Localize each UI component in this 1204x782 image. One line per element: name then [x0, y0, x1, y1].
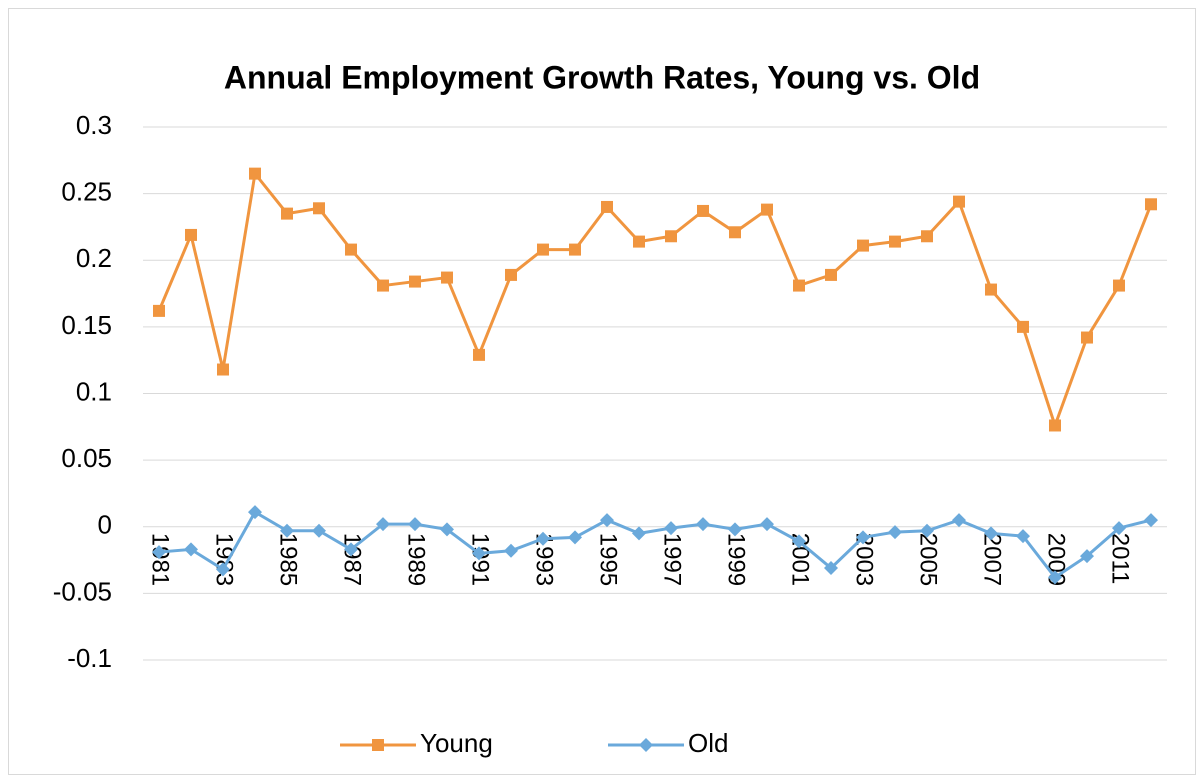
y-tick-label: 0.2 [76, 243, 112, 273]
point-marker [408, 517, 422, 532]
point-marker [1049, 419, 1061, 432]
x-tick-label: 1985 [275, 533, 302, 586]
point-marker [536, 531, 550, 546]
point-marker [377, 279, 389, 292]
point-marker [217, 363, 229, 376]
point-marker [185, 228, 197, 241]
point-marker [1112, 521, 1126, 536]
point-marker [792, 534, 806, 549]
point-marker [824, 561, 838, 576]
point-marker [249, 167, 261, 180]
point-marker [280, 523, 294, 538]
y-tick-label: 0 [98, 510, 112, 540]
point-marker [760, 517, 774, 532]
x-tick-label: 1989 [403, 533, 430, 586]
point-marker [184, 542, 198, 557]
point-marker [985, 283, 997, 296]
point-marker [440, 522, 454, 537]
legend-label: Young [420, 728, 493, 758]
point-marker [1145, 198, 1157, 211]
point-marker [728, 522, 742, 537]
legend-marker [639, 738, 653, 752]
x-tick-label: 1981 [147, 533, 174, 586]
point-marker [696, 517, 710, 532]
point-marker [1016, 529, 1030, 544]
x-tick-label: 1995 [595, 533, 622, 586]
point-marker [537, 243, 549, 256]
point-marker [953, 195, 965, 208]
point-marker [889, 235, 901, 248]
y-tick-label: 0.05 [61, 443, 112, 473]
point-marker [569, 243, 581, 256]
point-marker [793, 279, 805, 292]
point-marker [473, 348, 485, 361]
y-tick-label: 0.1 [76, 376, 112, 406]
point-marker [952, 513, 966, 528]
chart-title: Annual Employment Growth Rates, Young vs… [224, 59, 980, 95]
y-tick-label: -0.1 [67, 643, 112, 673]
point-marker [856, 530, 870, 545]
point-marker [504, 543, 518, 558]
x-tick-label: 2007 [979, 533, 1006, 586]
point-marker [1080, 549, 1094, 564]
x-tick-label: 1999 [723, 533, 750, 586]
point-marker [216, 562, 230, 577]
y-tick-label: -0.05 [53, 576, 112, 606]
point-marker [921, 230, 933, 243]
point-marker [633, 235, 645, 248]
x-tick-label: 1997 [659, 533, 686, 586]
point-marker [761, 203, 773, 216]
point-marker [984, 526, 998, 541]
x-tick-label: 1991 [467, 533, 494, 586]
point-marker [920, 523, 934, 538]
legend-label: Old [688, 728, 728, 758]
point-marker [568, 530, 582, 545]
point-marker [376, 517, 390, 532]
legend-marker [372, 739, 384, 751]
point-marker [1017, 320, 1029, 333]
point-marker [313, 202, 325, 215]
point-marker [632, 526, 646, 541]
point-marker [441, 271, 453, 284]
series-line [157, 170, 1153, 431]
series-line [158, 510, 1152, 580]
point-marker [664, 521, 678, 536]
point-marker [312, 523, 326, 538]
point-marker [601, 200, 613, 213]
point-marker [281, 207, 293, 220]
point-marker [345, 243, 357, 256]
x-tick-label: 1983 [211, 533, 238, 586]
point-marker [697, 204, 709, 217]
point-marker [152, 545, 166, 560]
y-tick-label: 0.15 [61, 310, 112, 340]
chart-frame [8, 8, 1196, 775]
x-tick-label: 2011 [1107, 533, 1134, 585]
point-marker [409, 275, 421, 288]
point-marker [1048, 570, 1062, 585]
point-marker [729, 226, 741, 239]
point-marker [665, 230, 677, 243]
point-marker [505, 268, 517, 281]
point-marker [248, 505, 262, 520]
y-tick-label: 0.25 [61, 177, 112, 207]
point-marker [153, 304, 165, 317]
point-marker [825, 268, 837, 281]
point-marker [1113, 279, 1125, 292]
y-tick-label: 0.3 [76, 110, 112, 140]
point-marker [1081, 331, 1093, 344]
point-marker [344, 542, 358, 557]
point-marker [600, 513, 614, 528]
point-marker [888, 525, 902, 540]
x-tick-label: 2005 [915, 533, 942, 586]
point-marker [857, 239, 869, 252]
point-marker [1144, 513, 1158, 528]
point-marker [472, 546, 486, 561]
